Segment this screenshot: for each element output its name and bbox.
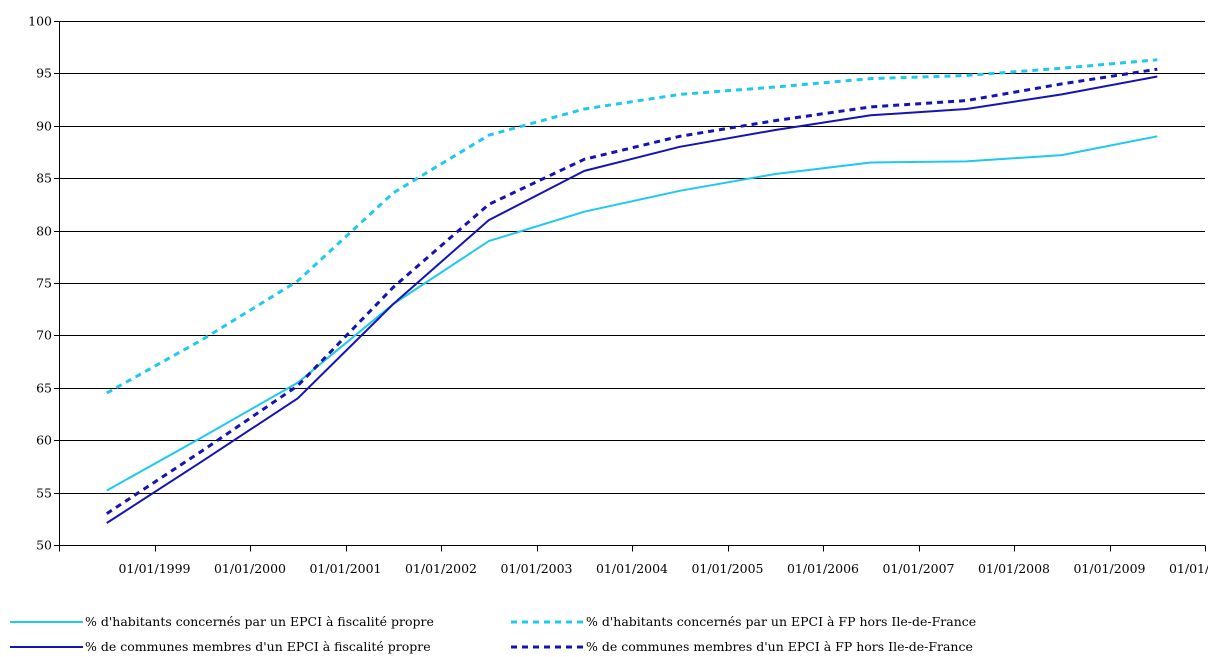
x-tick-label: 01/01/2003 bbox=[500, 561, 572, 576]
series-lines bbox=[105, 58, 1158, 524]
y-tick-label: 60 bbox=[36, 433, 52, 448]
y-tick-label: 70 bbox=[36, 328, 52, 343]
legend-label-2: % d'habitants concernés par un EPCI à FP… bbox=[586, 614, 976, 629]
legend-label-1: % d'habitants concernés par un EPCI à fi… bbox=[85, 614, 434, 629]
x-tick-label: 01/01/2005 bbox=[691, 561, 763, 576]
y-tick-label: 100 bbox=[28, 14, 52, 29]
axes bbox=[54, 21, 1206, 552]
y-tick-label: 55 bbox=[36, 486, 52, 501]
legend-label-3: % de communes membres d'un EPCI à fiscal… bbox=[85, 639, 431, 654]
y-tick-label: 85 bbox=[36, 171, 52, 186]
series-line-3 bbox=[106, 75, 1158, 524]
series-line-4 bbox=[105, 67, 1158, 515]
y-tick-label: 50 bbox=[36, 538, 52, 553]
y-tick-label: 95 bbox=[36, 66, 52, 81]
x-tick-label: 01/01/1999 bbox=[118, 561, 190, 576]
x-tick-label: 01/01/2008 bbox=[978, 561, 1050, 576]
y-axis-tick-labels: 50 55 60 65 70 75 80 85 90 95 100 bbox=[28, 14, 52, 553]
x-tick-label: 01/01/2002 bbox=[405, 561, 477, 576]
x-tick-label: 01/01/2009 bbox=[1073, 561, 1145, 576]
series-line-1 bbox=[106, 135, 1158, 492]
x-axis-tick-labels: 01/01/1999 01/01/2000 01/01/2001 01/01/2002… bbox=[118, 561, 1208, 576]
x-tick-label: 01/01/2010 bbox=[1169, 561, 1208, 576]
x-tick-label: 01/01/2007 bbox=[882, 561, 954, 576]
y-tick-label: 65 bbox=[36, 381, 52, 396]
x-tick-label: 01/01/2004 bbox=[596, 561, 668, 576]
x-tick-label: 01/01/2001 bbox=[309, 561, 381, 576]
x-tick-label: 01/01/2000 bbox=[214, 561, 286, 576]
legend: % d'habitants concernés par un EPCI à fi… bbox=[10, 614, 976, 654]
series-line-2 bbox=[106, 58, 1158, 395]
gridlines bbox=[59, 21, 1205, 494]
y-tick-label: 75 bbox=[36, 276, 52, 291]
x-tick-label: 01/01/2006 bbox=[787, 561, 859, 576]
y-tick-label: 90 bbox=[36, 119, 52, 134]
y-tick-label: 80 bbox=[36, 224, 52, 239]
legend-label-4: % de communes membres d'un EPCI à FP hor… bbox=[586, 639, 973, 654]
